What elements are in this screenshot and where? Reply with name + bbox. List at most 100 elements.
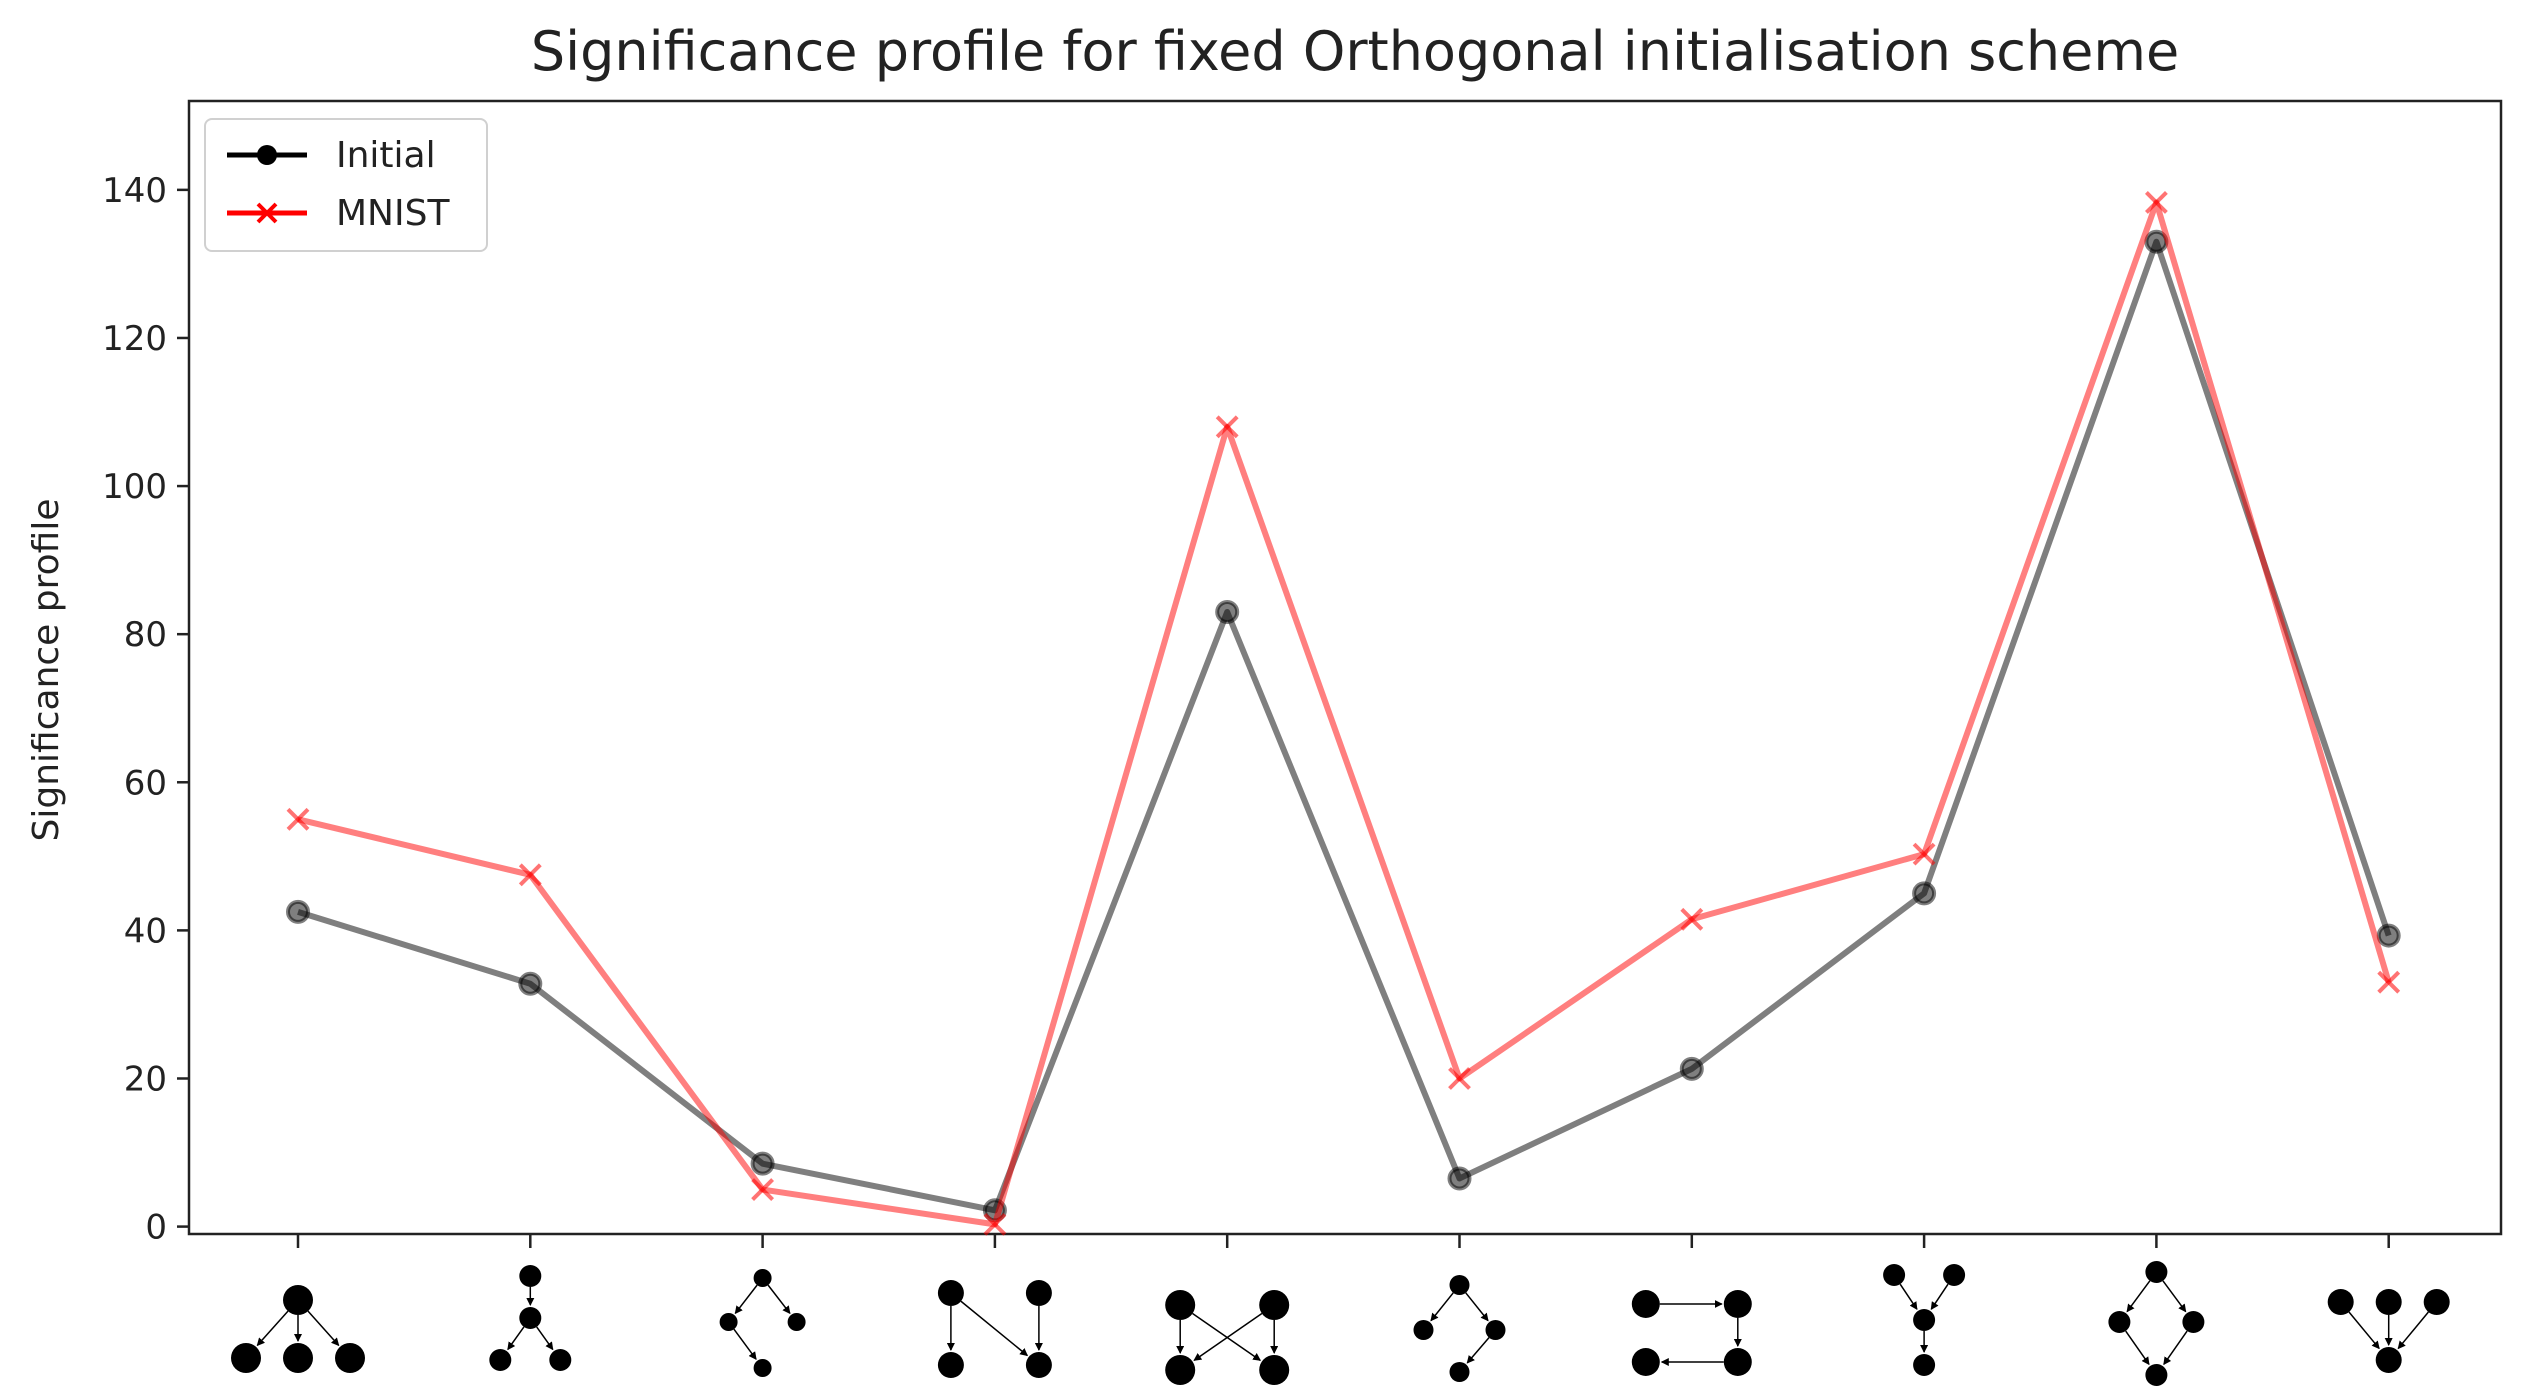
motif-node <box>549 1349 572 1371</box>
motif-node <box>1631 1290 1660 1318</box>
motif-node <box>283 1285 313 1315</box>
motif-node <box>2108 1311 2131 1333</box>
motif-node <box>1449 1362 1470 1382</box>
motif-node <box>1025 1352 1052 1378</box>
y-tick-label: 0 <box>145 1208 167 1248</box>
motif-node <box>2327 1289 2354 1315</box>
motif-node <box>787 1313 806 1331</box>
data-point <box>1680 907 1704 931</box>
motif-node <box>1165 1290 1196 1320</box>
motif-node <box>1913 1309 1936 1331</box>
motif-node <box>1025 1280 1052 1306</box>
legend-label-initial: Initial <box>336 134 436 176</box>
motif-node <box>2145 1364 2168 1386</box>
legend: Initial MNIST <box>204 118 488 252</box>
motif-node <box>1631 1348 1660 1376</box>
data-point <box>1447 1166 1472 1191</box>
motif-node <box>1259 1355 1290 1385</box>
motif-edge <box>1430 1292 1454 1322</box>
series-mnist <box>286 191 2401 1236</box>
motif-node <box>753 1269 772 1287</box>
series-line <box>297 238 2392 1214</box>
data-point <box>750 1151 775 1176</box>
motif-node <box>231 1343 261 1373</box>
motif-diagram <box>1631 1290 1752 1376</box>
motif-edge <box>960 1300 1029 1357</box>
data-point <box>983 1212 1007 1236</box>
motif-node <box>2375 1347 2402 1373</box>
motif-node <box>1485 1320 1506 1340</box>
motif-diagram <box>1165 1290 1290 1385</box>
motif-node <box>1883 1264 1906 1286</box>
motif-edge <box>734 1284 758 1315</box>
motif-node <box>1449 1275 1470 1295</box>
motif-node <box>283 1343 313 1373</box>
motif-diagram <box>937 1280 1052 1378</box>
motif-node <box>2375 1289 2402 1315</box>
motif-node <box>1259 1290 1290 1320</box>
series-line <box>297 199 2392 1228</box>
motif-edge <box>1899 1283 1918 1311</box>
legend-item-initial: Initial <box>222 130 436 180</box>
series-initial <box>286 229 2401 1223</box>
motif-node <box>519 1265 542 1287</box>
motif-diagram <box>1883 1264 1966 1376</box>
motif-tick-labels <box>231 1261 2450 1386</box>
motif-node <box>719 1313 738 1331</box>
x-axis-ticks <box>296 1234 2390 1248</box>
y-tick-label: 80 <box>124 615 167 655</box>
motif-edge <box>307 1310 340 1347</box>
motif-edge <box>1192 1312 1262 1361</box>
motif-edge <box>507 1326 525 1351</box>
data-point <box>751 1178 775 1201</box>
motif-node <box>519 1307 542 1329</box>
motif-node <box>753 1359 772 1377</box>
motif-node <box>937 1352 964 1378</box>
data-point <box>1448 1067 1471 1090</box>
motif-diagram <box>1413 1275 1506 1382</box>
motif-node <box>1413 1320 1434 1340</box>
motif-edge <box>2162 1280 2187 1313</box>
motif-node <box>1165 1355 1196 1385</box>
legend-item-mnist: MNIST <box>222 188 449 238</box>
data-point <box>1912 842 1936 866</box>
motif-edge <box>2126 1280 2151 1313</box>
motif-edge <box>2163 1330 2188 1366</box>
motif-edge <box>536 1326 554 1351</box>
motif-node <box>489 1349 512 1371</box>
motif-node <box>2423 1289 2450 1315</box>
motif-edge <box>1465 1292 1489 1322</box>
motif-node <box>1723 1348 1752 1376</box>
motif-diagram <box>2327 1289 2450 1373</box>
legend-marker-initial <box>227 145 307 165</box>
motif-node <box>2182 1311 2205 1333</box>
series-layer <box>286 191 2401 1236</box>
y-tick-label: 140 <box>102 171 167 211</box>
data-point <box>2376 923 2401 948</box>
motif-node <box>937 1280 964 1306</box>
y-tick-label: 100 <box>102 467 167 507</box>
motif-edge <box>2348 1311 2380 1350</box>
motif-node <box>335 1343 365 1373</box>
chart-title: Significance profile for fixed Orthogona… <box>531 20 2179 83</box>
motif-node <box>1913 1354 1936 1376</box>
data-point <box>286 899 310 924</box>
y-axis-label: Significance profile <box>26 499 67 842</box>
data-point <box>1215 415 1239 439</box>
motif-node <box>1943 1264 1966 1286</box>
motif-edge <box>2397 1311 2429 1350</box>
motif-edge <box>1193 1312 1263 1361</box>
data-point <box>2144 191 2168 214</box>
y-axis-ticks: 0 20 40 60 80 100 120 140 <box>102 171 189 1248</box>
motif-node <box>2145 1261 2168 1283</box>
motif-edge <box>1466 1337 1490 1364</box>
data-point <box>518 971 543 996</box>
legend-label-mnist: MNIST <box>336 192 450 234</box>
y-tick-label: 20 <box>124 1059 167 1099</box>
data-point <box>1912 881 1937 906</box>
y-tick-label: 60 <box>124 763 167 803</box>
data-point <box>1215 599 1240 624</box>
y-tick-label: 120 <box>102 319 167 359</box>
motif-diagram <box>2108 1261 2205 1386</box>
